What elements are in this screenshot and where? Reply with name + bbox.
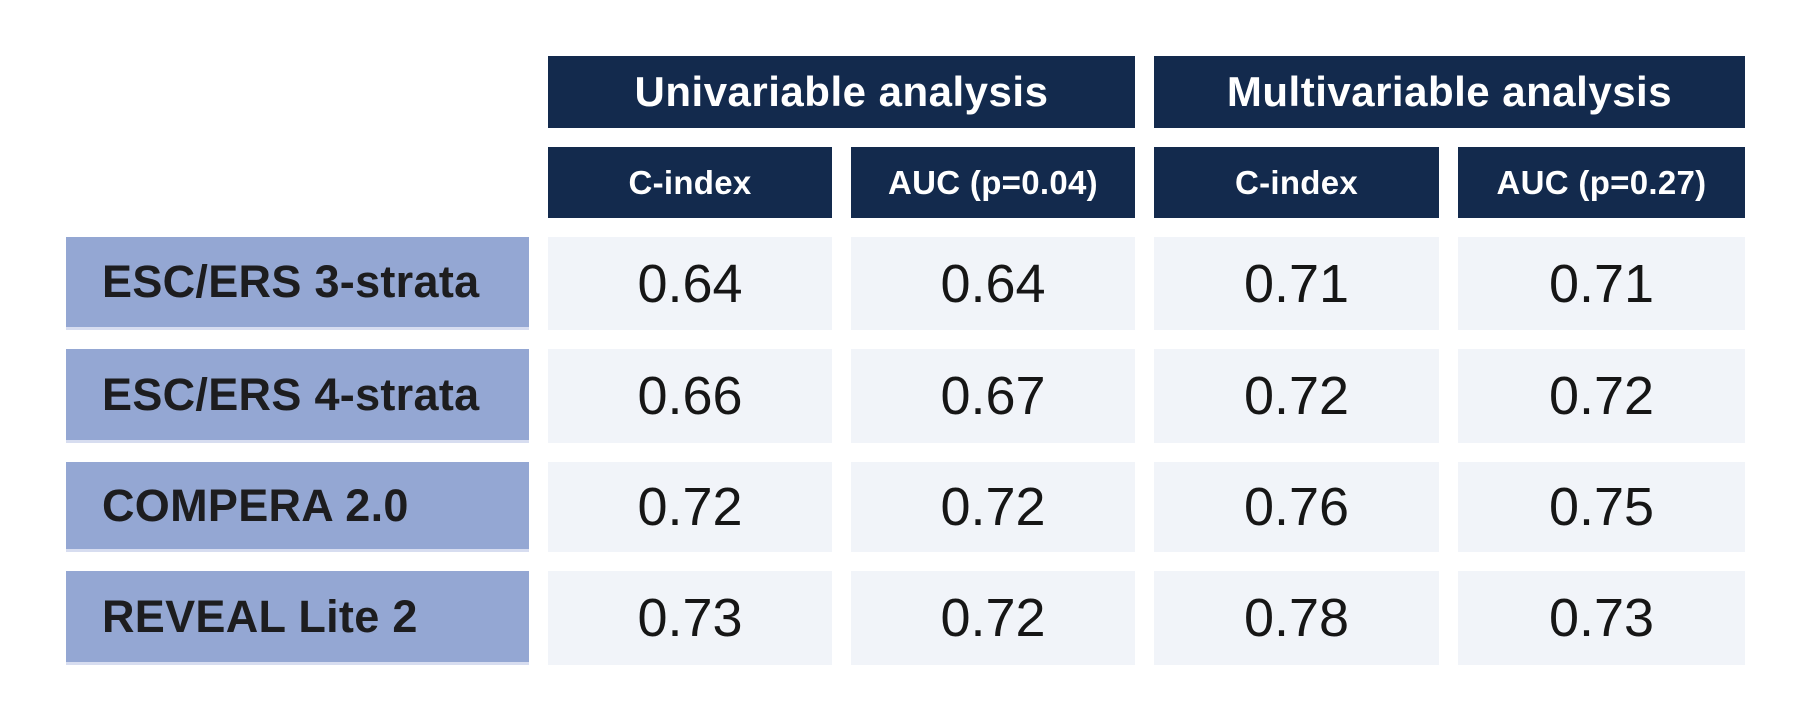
group-header-univariable: Univariable analysis [548, 56, 1135, 128]
row-label-reveal-lite-2: REVEAL Lite 2 [66, 571, 529, 665]
value-cell: 0.64 [548, 237, 832, 330]
value-cell: 0.73 [1458, 571, 1745, 665]
group-header-multivariable: Multivariable analysis [1154, 56, 1745, 128]
row-label-esc-ers-4-strata: ESC/ERS 4-strata [66, 349, 529, 443]
value-cell: 0.72 [548, 462, 832, 552]
value-cell: 0.76 [1154, 462, 1439, 552]
col-header-multi-auc: AUC (p=0.27) [1458, 147, 1745, 218]
row-label-compera-2-0: COMPERA 2.0 [66, 462, 529, 552]
value-cell: 0.72 [1458, 349, 1745, 443]
comparison-table: Univariable analysis Multivariable analy… [66, 56, 1745, 665]
col-header-multi-c-index: C-index [1154, 147, 1439, 218]
value-cell: 0.71 [1458, 237, 1745, 330]
value-cell: 0.72 [851, 462, 1135, 552]
value-cell: 0.72 [1154, 349, 1439, 443]
value-cell: 0.71 [1154, 237, 1439, 330]
row-label-esc-ers-3-strata: ESC/ERS 3-strata [66, 237, 529, 330]
value-cell: 0.73 [548, 571, 832, 665]
value-cell: 0.66 [548, 349, 832, 443]
value-cell: 0.78 [1154, 571, 1439, 665]
col-header-uni-auc: AUC (p=0.04) [851, 147, 1135, 218]
value-cell: 0.75 [1458, 462, 1745, 552]
value-cell: 0.67 [851, 349, 1135, 443]
col-header-uni-c-index: C-index [548, 147, 832, 218]
value-cell: 0.72 [851, 571, 1135, 665]
value-cell: 0.64 [851, 237, 1135, 330]
